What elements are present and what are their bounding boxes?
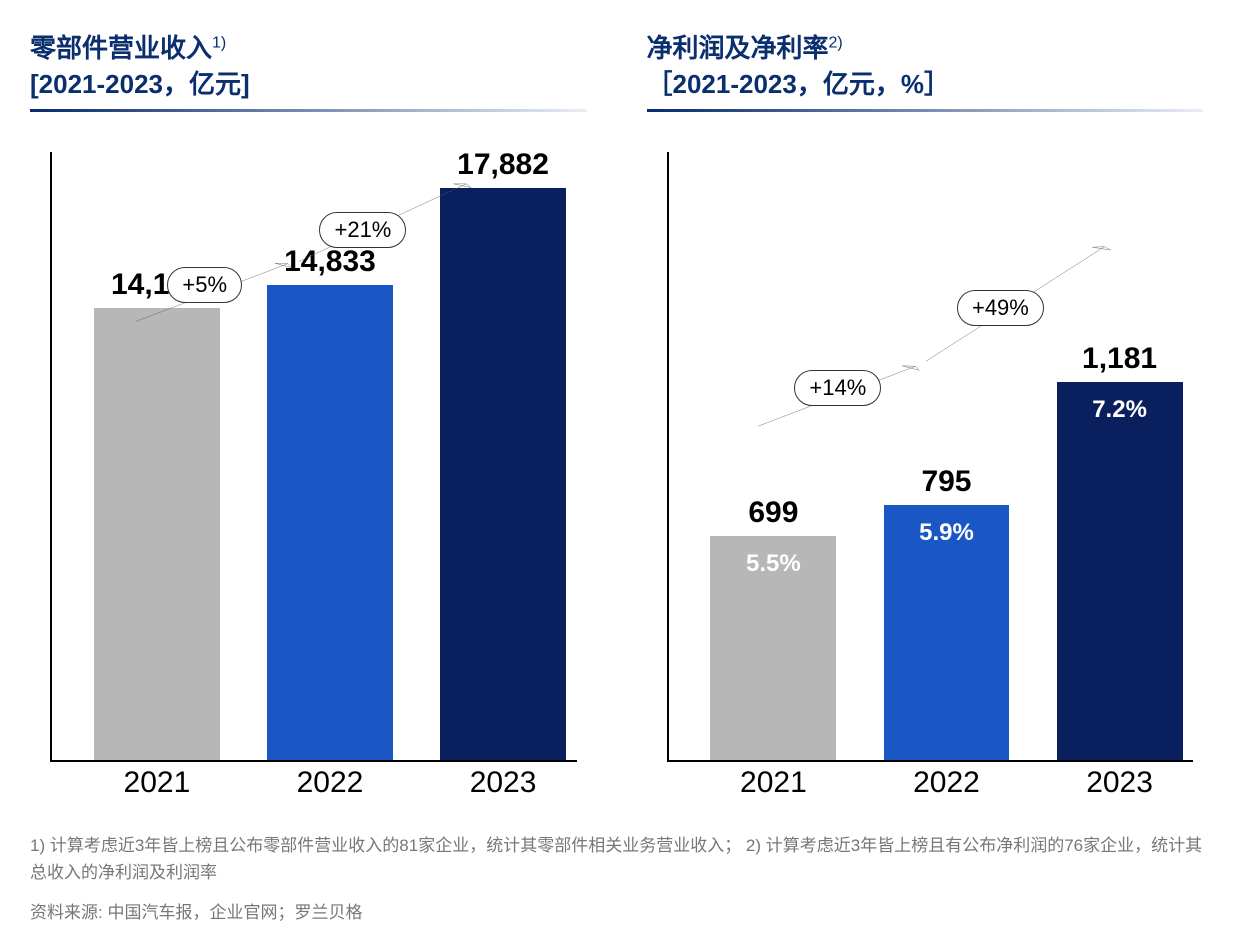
bar-2022: 7955.9% xyxy=(884,505,1010,759)
x-axis-label: 2022 xyxy=(267,766,393,800)
plot-area: 6995.5%20217955.9%20221,1817.2%2023+14%+… xyxy=(667,152,1194,762)
growth-bubble: +21% xyxy=(319,212,406,248)
right-chart-panel: 净利润及净利率2)［2021-2023，亿元，%］6995.5%20217955… xyxy=(647,30,1204,762)
bar-2021: 6995.5% xyxy=(710,536,836,760)
x-axis-label: 2023 xyxy=(440,766,566,800)
bar-2022: 14,833 xyxy=(267,285,393,760)
bar-2023: 1,1817.2% xyxy=(1057,382,1183,760)
chart-zone: 6995.5%20217955.9%20221,1817.2%2023+14%+… xyxy=(647,122,1204,762)
chart-title: 净利润及净利率2)［2021-2023，亿元，%］ xyxy=(647,30,1204,112)
bar-value-label: 1,181 xyxy=(1057,342,1183,376)
plot-area: 14,121202114,833202217,8822023+5%+21% xyxy=(50,152,577,762)
x-axis-label: 2022 xyxy=(884,766,1010,800)
source-text: 资料来源: 中国汽车报，企业官网；罗兰贝格 xyxy=(30,898,1203,923)
bar-value-label: 699 xyxy=(710,496,836,530)
left-chart-panel: 零部件营业收入1)[2021-2023，亿元]14,121202114,8332… xyxy=(30,30,587,762)
x-axis-label: 2021 xyxy=(710,766,836,800)
chart-title: 零部件营业收入1)[2021-2023，亿元] xyxy=(30,30,587,112)
bar-value-label: 795 xyxy=(884,465,1010,499)
bar-inner-label: 5.9% xyxy=(884,519,1010,547)
bar-2021: 14,121 xyxy=(94,308,220,760)
bar-inner-label: 7.2% xyxy=(1057,396,1183,424)
x-axis-label: 2021 xyxy=(94,766,220,800)
footnote-text: 1) 计算考虑近3年皆上榜且公布零部件营业收入的81家企业，统计其零部件相关业务… xyxy=(30,832,1203,886)
x-axis-label: 2023 xyxy=(1057,766,1183,800)
bar-value-label: 14,833 xyxy=(267,245,393,279)
bar-2023: 17,882 xyxy=(440,188,566,760)
chart-zone: 14,121202114,833202217,8822023+5%+21% xyxy=(30,122,587,762)
bar-inner-label: 5.5% xyxy=(710,550,836,578)
growth-bubble: +49% xyxy=(957,290,1044,326)
growth-bubble: +14% xyxy=(794,370,881,406)
bar-value-label: 17,882 xyxy=(440,148,566,182)
growth-bubble: +5% xyxy=(167,267,242,303)
